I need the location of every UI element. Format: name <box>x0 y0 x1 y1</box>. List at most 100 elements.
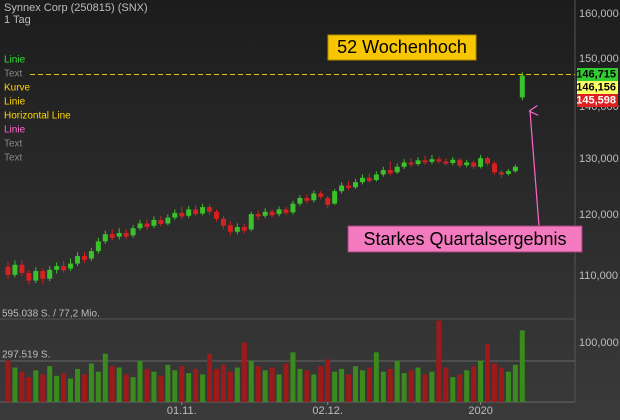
volume-bar <box>415 367 421 402</box>
price-label: 146,715 <box>576 68 616 80</box>
candle-body <box>109 234 115 238</box>
volume-bar <box>512 364 518 402</box>
volume-bar <box>269 367 275 402</box>
price-label: 145,598 <box>576 94 616 106</box>
legend-entry: Kurve <box>4 83 31 94</box>
candle-body <box>422 160 428 163</box>
candle-body <box>47 269 53 279</box>
candle-body <box>165 217 171 224</box>
volume-bar <box>68 378 74 402</box>
y-tick-label: 120,000 <box>579 209 619 221</box>
volume-bar <box>359 370 365 402</box>
candle-body <box>33 271 39 281</box>
volume-bar <box>478 360 484 402</box>
candle-body <box>123 232 129 237</box>
y-tick-label: 150,000 <box>579 53 619 65</box>
volume-bar <box>373 352 379 402</box>
candle-body <box>54 266 60 270</box>
volume-bar <box>498 367 504 402</box>
volume-bar <box>165 364 171 402</box>
candle-body <box>359 177 365 183</box>
volume-bar <box>186 373 192 402</box>
annotation: Starkes Quartalsergebnis <box>363 229 566 249</box>
candle-body <box>450 159 456 163</box>
candle-body <box>478 158 484 167</box>
volume-tick-label: 297.519 S. <box>2 350 50 361</box>
candle-body <box>457 159 463 166</box>
volume-bar <box>137 360 143 402</box>
volume-bar <box>471 366 477 402</box>
volume-bar <box>179 366 185 402</box>
volume-bar <box>88 363 94 402</box>
y-tick-label: 160,000 <box>579 8 619 20</box>
price-label-box <box>577 81 618 95</box>
volume-bar <box>457 374 463 402</box>
volume-bar <box>401 373 407 402</box>
volume-bar <box>290 352 296 402</box>
candle-body <box>207 207 213 212</box>
candle-body <box>200 207 206 214</box>
legend-entry: Text <box>4 153 23 164</box>
volume-bar <box>464 370 470 402</box>
volume-bar <box>61 373 67 402</box>
volume-bar <box>276 374 282 402</box>
candle-body <box>505 171 511 174</box>
candle-body <box>332 191 338 204</box>
candle-body <box>151 219 157 226</box>
candle-body <box>415 160 421 165</box>
candle-body <box>512 166 518 172</box>
x-tick-label: 01.11. <box>167 405 197 417</box>
candle-body <box>471 162 477 167</box>
volume-bar <box>325 359 331 402</box>
volume-bar <box>26 377 32 402</box>
volume-bar <box>123 374 129 402</box>
candle-body <box>227 225 233 232</box>
price-label-box <box>577 68 618 82</box>
volume-bar <box>332 371 338 402</box>
volume-bar <box>81 374 87 402</box>
candle-body <box>443 161 449 164</box>
chart-title: Synnex Corp (250815) (SNX) <box>4 2 148 14</box>
candle-body <box>214 211 219 219</box>
volume-bar <box>394 360 400 402</box>
volume-bar <box>102 353 108 402</box>
candle-body <box>26 272 32 281</box>
candle-body <box>325 197 331 205</box>
volume-bar <box>220 364 226 402</box>
candle-body <box>234 227 240 232</box>
volume-tick-label: 595.038 S. / 77,2 Mio. <box>2 309 100 320</box>
y-tick-label: 130,000 <box>579 153 619 165</box>
candle-body <box>311 193 317 201</box>
legend-entry: Linie <box>4 125 26 136</box>
candle-body <box>304 197 310 201</box>
candle-body <box>262 211 268 216</box>
volume-bar <box>144 368 150 402</box>
annotation-box <box>347 225 583 253</box>
volume-bar <box>380 371 386 402</box>
candle-body <box>5 266 11 275</box>
volume-bar <box>116 367 122 402</box>
volume-bar <box>12 367 18 402</box>
candle-body <box>193 209 199 215</box>
annotation-box <box>327 34 477 61</box>
volume-bar <box>255 366 261 402</box>
candle-body <box>373 174 379 180</box>
candle-body <box>436 159 442 162</box>
candle-body <box>68 263 74 269</box>
legend-entry: Text <box>4 69 23 80</box>
volume-bar <box>109 366 115 402</box>
volume-bar <box>207 353 213 402</box>
volume-bar <box>47 366 53 402</box>
volume-bar <box>5 360 11 402</box>
volume-bar <box>408 370 414 402</box>
candle-body <box>290 203 296 213</box>
volume-bar <box>193 368 199 402</box>
chart-subtitle: 1 Tag <box>4 14 31 26</box>
annotation: 52 Wochenhoch <box>337 37 467 57</box>
candle-body <box>394 166 400 173</box>
candle-body <box>283 209 289 213</box>
candle-body <box>519 75 525 98</box>
x-tick-label: 2020 <box>468 405 492 417</box>
legend-entry: Horizontal Line <box>4 111 71 122</box>
